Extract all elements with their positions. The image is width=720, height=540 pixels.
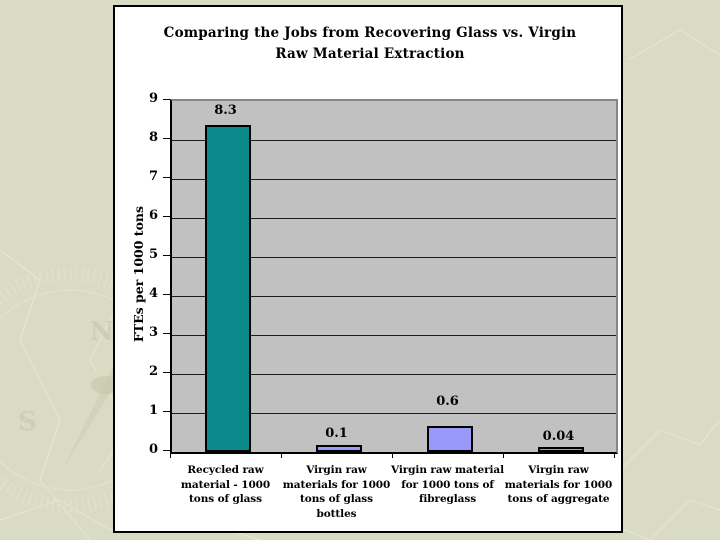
y-axis-tick-label: 0 <box>148 442 158 457</box>
y-axis-tick-label: 5 <box>148 247 158 262</box>
y-axis-tick <box>163 410 170 412</box>
y-axis-tick <box>163 254 170 256</box>
x-axis-category-label: Virgin raw materials for 1000 tons of gl… <box>282 464 391 520</box>
bar <box>426 425 473 452</box>
y-axis-tick-label: 4 <box>148 286 158 301</box>
y-axis-tick <box>163 98 170 100</box>
y-axis-tick-label: 3 <box>148 325 158 340</box>
y-axis-tick <box>163 176 170 178</box>
y-axis-tick-label: 1 <box>148 403 158 418</box>
x-axis-tick <box>613 452 615 458</box>
chart-title: Comparing the Jobs from Recovering Glass… <box>150 23 590 65</box>
gridline <box>172 256 616 258</box>
y-axis-tick <box>163 293 170 295</box>
y-axis-tick <box>163 449 170 451</box>
chart-title-line-2: Raw Material Extraction <box>275 46 465 62</box>
gridline <box>172 412 616 414</box>
x-axis-category-label: Virgin raw materials for 1000 tons of ag… <box>504 464 613 505</box>
gridline <box>172 178 616 180</box>
y-axis-tick <box>163 137 170 139</box>
plot-area <box>170 99 618 454</box>
svg-text:S: S <box>18 407 37 437</box>
y-axis-tick <box>163 215 170 217</box>
x-axis-category-label: Virgin raw material for 1000 tons of fib… <box>391 464 504 505</box>
x-axis-tick <box>169 452 171 458</box>
x-axis-category-label: Recycled raw material - 1000 tons of gla… <box>180 464 271 505</box>
svg-text:N: N <box>90 317 114 347</box>
x-axis-tick <box>280 452 282 458</box>
bar-data-label: 8.3 <box>214 103 237 119</box>
gridline <box>172 217 616 219</box>
x-axis-tick <box>502 452 504 458</box>
chart-title-line-1: Comparing the Jobs from Recovering Glass… <box>163 25 577 41</box>
bar-data-label: 0.1 <box>325 426 348 442</box>
gridline <box>172 334 616 336</box>
bar-data-label: 0.6 <box>436 393 459 409</box>
y-axis-tick-label: 6 <box>148 208 158 223</box>
y-axis-title: FTEs per 1000 tons <box>131 205 146 343</box>
bar <box>204 125 251 452</box>
y-axis-tick-label: 8 <box>148 130 158 145</box>
x-axis-tick <box>391 452 393 458</box>
gridline <box>172 373 616 375</box>
y-axis-tick <box>163 332 170 334</box>
y-axis-tick-label: 9 <box>148 91 158 106</box>
gridline <box>172 139 616 141</box>
y-axis-tick-label: 7 <box>148 169 158 184</box>
bar-data-label: 0.04 <box>542 429 575 445</box>
bar <box>537 447 584 452</box>
y-axis-tick-label: 2 <box>148 364 158 379</box>
gridline <box>172 295 616 297</box>
y-axis-tick <box>163 371 170 373</box>
chart: Comparing the Jobs from Recovering Glass… <box>113 5 623 533</box>
bar <box>315 445 362 452</box>
